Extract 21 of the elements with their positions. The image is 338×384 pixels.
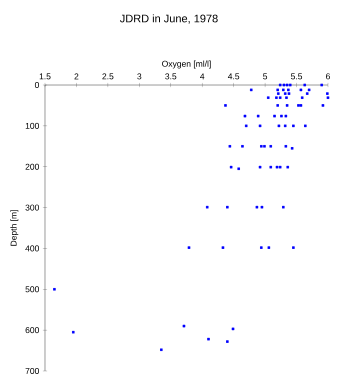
x-tick-label: 2.5: [102, 73, 114, 80]
x-tick-label: 4.5: [228, 73, 240, 80]
x-tick-label: 5.5: [290, 73, 302, 80]
y-axis-title: Depth [m]: [10, 210, 18, 246]
x-axis-title: Oxygen [ml/l]: [162, 60, 211, 68]
x-tick-label: 6: [326, 73, 330, 80]
x-tick-label: 2: [74, 73, 78, 80]
y-tick-label: 600: [26, 327, 39, 334]
x-tick-label: 3: [137, 73, 142, 80]
y-tick-label: 300: [25, 204, 39, 211]
y-tick-label: 500: [25, 286, 39, 292]
y-tick-label: 200: [26, 164, 39, 170]
x-tick-label: 5: [263, 73, 268, 80]
y-tick-label: 0: [34, 82, 39, 88]
x-tick-label: 4: [200, 73, 204, 80]
chart-title: JDRD in June, 1978: [120, 14, 218, 24]
y-tick-label: 400: [25, 245, 39, 252]
y-tick-label: 700: [26, 368, 39, 374]
x-tick-label: 1.5: [40, 73, 51, 80]
x-tick-label: 3.5: [165, 73, 176, 80]
y-tick-label: 100: [26, 122, 39, 129]
